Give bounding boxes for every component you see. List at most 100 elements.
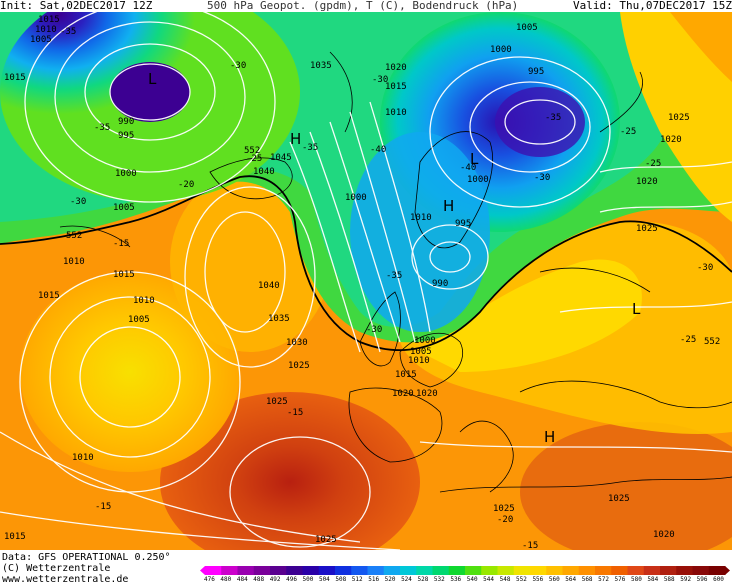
colorbar-swatch [530, 566, 547, 575]
temp-label: -20 [178, 180, 194, 190]
isobar-label: 1020 [660, 135, 682, 145]
temp-label: -40 [370, 145, 386, 155]
colorbar-swatch [367, 566, 385, 575]
isobar-label: 1000 [490, 45, 512, 55]
low-marker: L [632, 300, 641, 318]
isobar-label: 995 [455, 219, 471, 229]
weather-map: 1015 1010 1005 1015 990 995 1000 1005 10… [0, 12, 732, 550]
colorbar-swatch [335, 566, 352, 575]
colorbar-swatch [221, 566, 238, 575]
low-marker: L [470, 150, 479, 168]
temp-label: -30 [70, 197, 86, 207]
colorbar-swatch [416, 566, 433, 575]
isobar-label: 1020 [392, 389, 414, 399]
colorbar-swatch [611, 566, 628, 575]
hot-region-east [520, 422, 732, 550]
colorbar-tick-label: 588 [663, 576, 675, 583]
isobar-label: 1005 [516, 23, 538, 33]
colorbar-tick-label: 476 [204, 576, 215, 583]
isobar-label: 1010 [63, 257, 85, 267]
colorbar-tick-label: 548 [499, 576, 511, 583]
colorbar-swatch [708, 566, 726, 575]
isobar-label: 1020 [385, 63, 407, 73]
temperature-labels: -35 -30 -35 -30 -20 -15 -25 -35 -30 -40 … [60, 27, 713, 550]
high-marker: H [290, 130, 301, 148]
colorbar-swatch [432, 566, 450, 575]
trough-core [350, 132, 490, 332]
isobar-label: 1000 [414, 336, 436, 346]
isobar-label: 1015 [4, 532, 26, 542]
colorbar-tick-label: 480 [220, 576, 232, 583]
isobar-label: 1010 [133, 296, 155, 306]
colorbar-swatch [578, 566, 596, 575]
ne-yellow [620, 12, 732, 222]
temp-label: -35 [545, 113, 561, 123]
header-bar: Init: Sat,02DEC2017 12Z 500 hPa Geopot. … [0, 0, 732, 12]
isobar-label: 1015 [38, 15, 60, 25]
temp-label: -25 [645, 159, 661, 169]
geopot-label: 552 [704, 337, 720, 347]
colorbar-swatch [546, 566, 563, 575]
colorbar-tick-label: 600 [713, 576, 724, 583]
contour-552 [0, 175, 732, 351]
high-marker: H [443, 197, 454, 215]
isobar-label: 1025 [636, 224, 658, 234]
isobar-label: 1040 [258, 281, 280, 291]
colorbar-swatch [270, 566, 287, 575]
colorbar-swatch [383, 566, 401, 575]
isobar-label: 1010 [35, 25, 57, 35]
temp-label: -30 [372, 75, 388, 85]
isobar-label: 1015 [38, 291, 60, 301]
colorbar-tick-label: 552 [516, 576, 527, 583]
colorbar-tick-label: 536 [450, 576, 462, 583]
isobar-label: 1020 [653, 530, 675, 540]
colorbar-arrow-right [725, 566, 730, 575]
colorbar-swatch [253, 566, 271, 575]
temp-label: -25 [246, 154, 262, 164]
colorbar-swatch [318, 566, 336, 575]
colorbar-swatch [627, 566, 645, 575]
colorbar-tick-label: 564 [565, 576, 577, 583]
ne-orange [670, 12, 732, 82]
pressure-centres: L H L H L H [148, 70, 641, 446]
temp-label: -15 [287, 408, 303, 418]
isobar-label: 1025 [288, 361, 310, 371]
isobars [0, 12, 732, 550]
isobar-label: 1025 [315, 535, 337, 545]
temp-label: -35 [60, 27, 76, 37]
temp-label: -30 [697, 263, 713, 273]
europe-yellow [420, 259, 642, 372]
colorbar-tick-label: 508 [335, 576, 347, 583]
colorbar-tick-label: 544 [483, 576, 495, 583]
colorbar-tick-label: 516 [368, 576, 380, 583]
colorbar-tick-label: 524 [401, 576, 412, 583]
colorbar-tick-label: 560 [548, 576, 560, 583]
isobar-label: 1015 [4, 73, 26, 83]
temp-label: -20 [497, 515, 513, 525]
temp-label: -30 [230, 61, 246, 71]
temp-label: -40 [460, 163, 476, 173]
colorbar [200, 566, 730, 575]
colorbar-tick-label: 512 [351, 576, 363, 583]
colorbar-swatch [643, 566, 661, 575]
geopotential-labels: 552 552 552 [66, 146, 720, 347]
isobar-label: 1025 [668, 113, 690, 123]
isobar-label: 990 [432, 279, 448, 289]
colorbar-tick-label: 488 [253, 576, 265, 583]
isobar-label: 1010 [408, 356, 430, 366]
colorbar-swatch [497, 566, 515, 575]
colorbar-swatch [205, 566, 222, 575]
copyright-label: (C) Wetterzentrale [2, 563, 111, 574]
colorbar-tick-label: 596 [696, 576, 708, 583]
isobar-label: 1000 [345, 193, 367, 203]
isobar-label: 1005 [30, 35, 52, 45]
isobar-labels: 1015 1010 1005 1015 990 995 1000 1005 10… [4, 15, 690, 545]
colorbar-tick-label: 528 [417, 576, 429, 583]
isobar-label: 1020 [636, 177, 658, 187]
data-source-label: Data: GFS OPERATIONAL 0.250° [2, 552, 171, 563]
geopot-label: 552 [244, 146, 260, 156]
colorbar-swatch [660, 566, 677, 575]
colorbar-tick-label: 556 [532, 576, 544, 583]
colorbar-swatch [286, 566, 303, 575]
colorbar-tick-label: 520 [384, 576, 396, 583]
